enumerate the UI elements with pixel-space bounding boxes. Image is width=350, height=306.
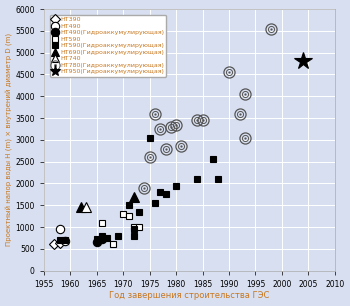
X-axis label: Год завершения строительства ГЭС: Год завершения строительства ГЭС — [109, 291, 270, 300]
Y-axis label: Проектный напор воды H (m) × внутрений диаметр D (m): Проектный напор воды H (m) × внутрений д… — [6, 33, 13, 246]
Legend: HT390, HT490, HT490(Гидроаккумулирующая), HT590, HT590(Гидроаккумулирующая), HT6: HT390, HT490, HT490(Гидроаккумулирующая)… — [50, 15, 166, 76]
